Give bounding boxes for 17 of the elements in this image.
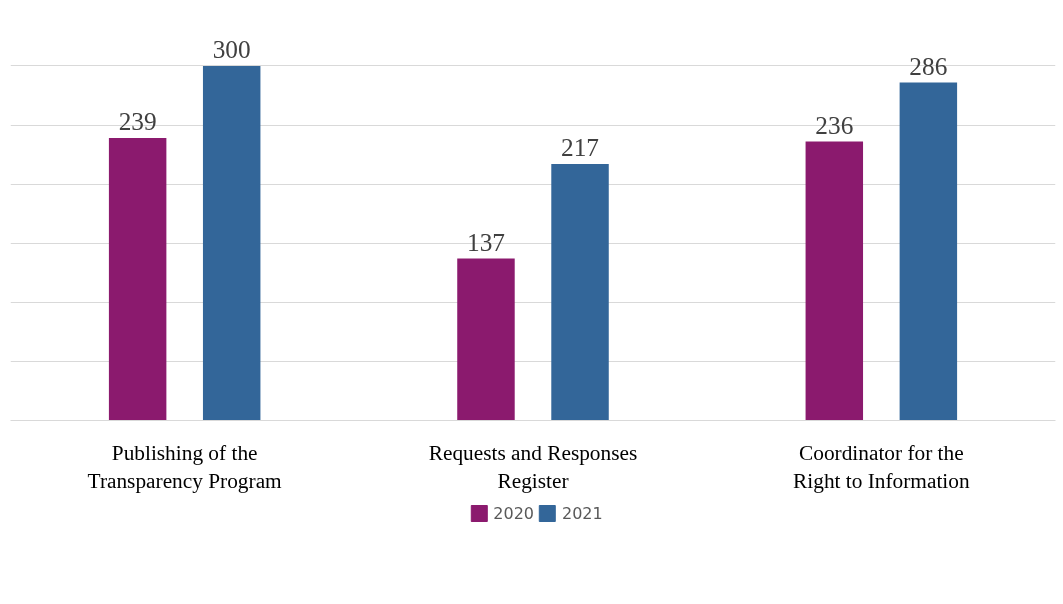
bar	[551, 164, 609, 421]
x-tick-label: Coordinator for the Right to Information	[793, 440, 970, 494]
bar	[899, 82, 958, 421]
bar	[805, 141, 864, 421]
x-tick-label: Publishing of the Transparency Program	[87, 440, 283, 494]
bar	[457, 258, 515, 421]
x-tick-label: Requests and Responses Register	[428, 440, 638, 494]
data-label: 137	[466, 227, 505, 256]
legend-label: 2021	[562, 503, 603, 523]
data-label: 286	[909, 51, 948, 80]
data-label: 300	[212, 34, 251, 63]
legend-label: 2020	[493, 503, 534, 523]
bar	[108, 138, 167, 421]
bar	[202, 65, 261, 421]
data-label: 217	[561, 133, 600, 162]
data-label: 239	[118, 107, 157, 136]
data-label: 236	[815, 110, 854, 139]
